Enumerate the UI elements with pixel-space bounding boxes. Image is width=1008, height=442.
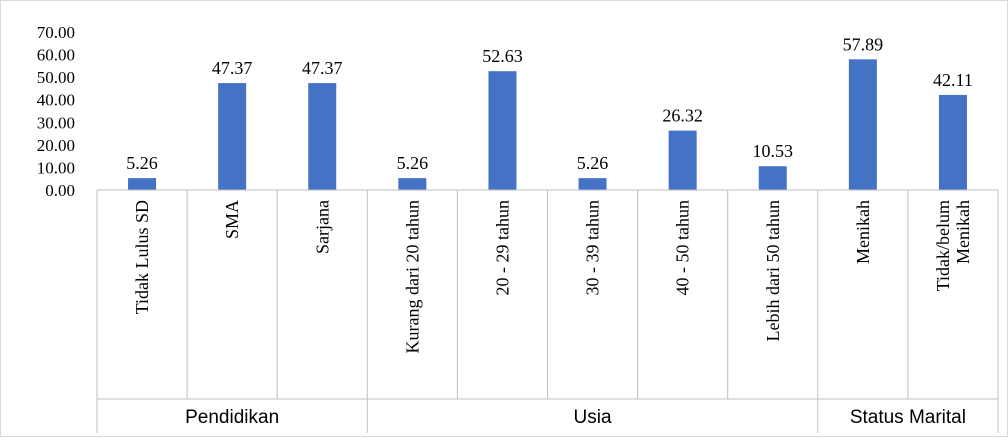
group-label: Status Marital [850,407,966,428]
data-label: 26.32 [662,106,703,126]
x-tick-label: 30 - 39 tahun [583,200,603,295]
x-tick-label: Tidak Lulus SD [132,200,152,314]
bar [848,59,877,190]
x-tick-label: SMA [222,200,242,239]
group-label: Usia [574,407,612,428]
y-tick-label: 40.00 [37,91,75,110]
group-labels: Pendidikan Usia Status Marital [185,407,966,428]
x-tick-label: Menikah [953,200,973,264]
x-tick-label: 40 - 50 tahun [673,200,693,295]
data-labels-group: 5.26 47.37 47.37 5.26 52.63 5.26 26.32 10.53 57.… [126,34,973,173]
data-label: 42.11 [933,70,973,90]
y-tick-label: 70.00 [37,23,75,42]
data-label: 5.26 [126,153,158,173]
group-label: Pendidikan [185,407,279,428]
x-tick-label: Lebih dari 50 tahun [763,200,783,341]
bars-group [128,59,967,190]
bar [128,178,157,190]
y-tick-label: 30.00 [37,113,75,132]
bar [578,178,607,190]
bar [398,178,427,190]
data-label: 47.37 [212,58,253,78]
y-tick-label: 0.00 [45,181,75,200]
bar [758,166,787,190]
bar [308,83,337,190]
bar [668,130,697,190]
bar [938,94,967,190]
x-axis: Tidak Lulus SD SMA Sarjana Kurang dari 20 t… [96,189,999,433]
y-axis: 70.00 60.00 50.00 40.00 30.00 20.00 10.00 0.00 [37,23,75,200]
data-label: 5.26 [577,153,609,173]
x-tick-label: Kurang dari 20 tahun [402,200,422,353]
data-label: 5.26 [397,153,429,173]
y-tick-label: 10.00 [37,158,75,177]
y-tick-label: 20.00 [37,136,75,155]
data-label: 10.53 [753,141,794,161]
x-tick-label: Tidak/belum [933,200,953,291]
data-label: 52.63 [482,46,523,66]
data-label: 47.37 [302,58,343,78]
x-tick-label: 20 - 29 tahun [492,200,512,295]
bar [488,71,517,190]
x-tick-label: Sarjana [312,200,332,254]
x-tick-label: Menikah [853,200,873,264]
bar [218,83,247,190]
y-tick-label: 50.00 [37,68,75,87]
data-label: 57.89 [843,34,884,54]
y-tick-label: 60.00 [37,46,75,65]
